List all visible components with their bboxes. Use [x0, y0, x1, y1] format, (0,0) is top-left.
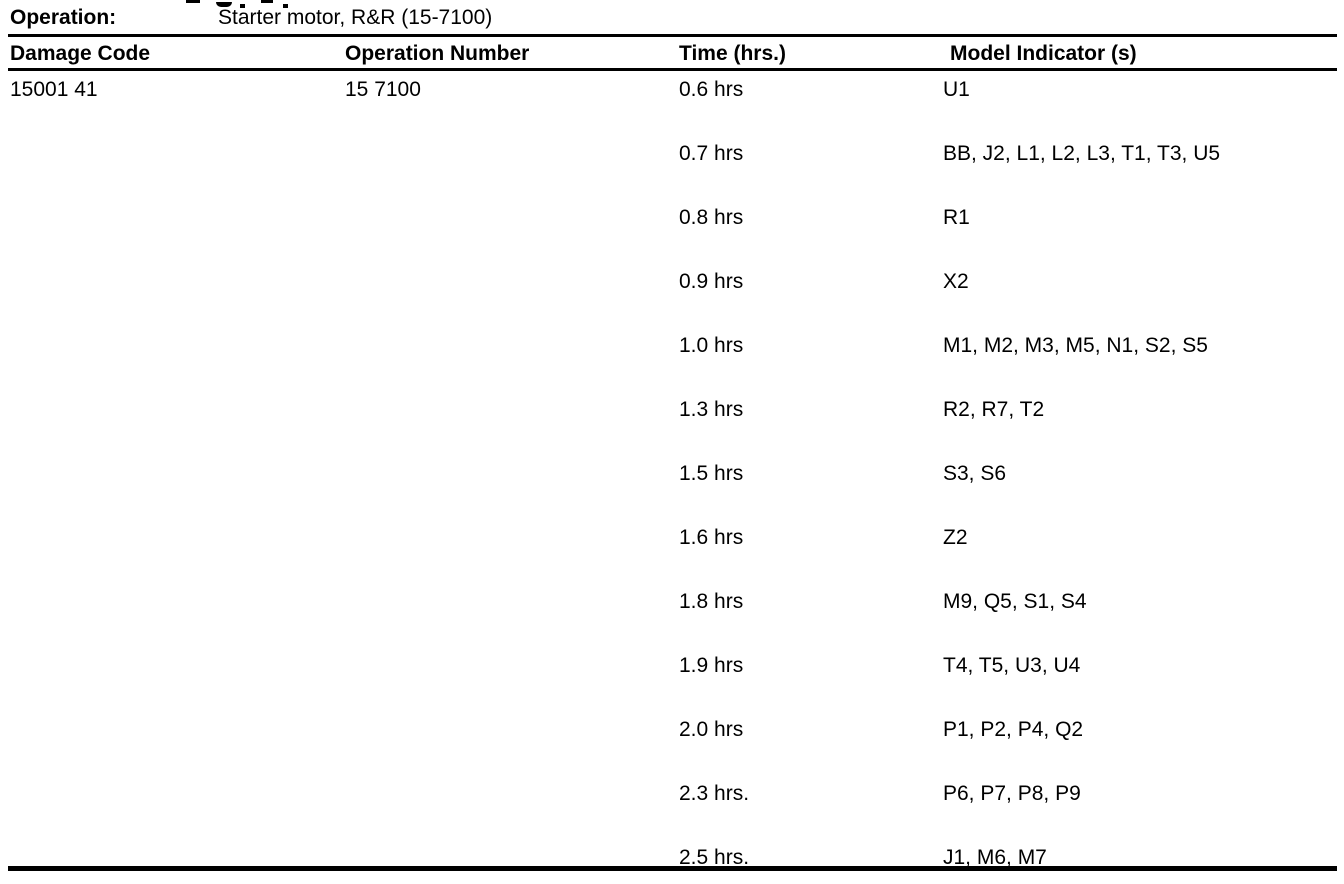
- time-cell: 2.5 hrs.: [679, 846, 750, 869]
- header-rule-bottom: [8, 68, 1337, 71]
- time-cell: 0.9 hrs: [679, 270, 744, 293]
- column-header-model-indicators: Model Indicator (s): [950, 42, 1137, 65]
- artifact-mark: [261, 0, 273, 3]
- time-cell: 1.6 hrs: [679, 526, 744, 549]
- models-cell: P1, P2, P4, Q2: [943, 718, 1084, 741]
- damage-code-cell: 15001 41: [10, 78, 98, 101]
- time-cell: 1.5 hrs: [679, 462, 744, 485]
- time-cell: 2.0 hrs: [679, 718, 744, 741]
- artifact-mark: [283, 4, 288, 8]
- operation-value: Starter motor, R&R (15-7100): [218, 6, 493, 29]
- models-cell: Z2: [943, 526, 968, 549]
- header-rule-top: [8, 34, 1337, 37]
- models-cell: M1, M2, M3, M5, N1, S2, S5: [943, 334, 1208, 357]
- models-cell: R1: [943, 206, 970, 229]
- time-cell: 1.0 hrs: [679, 334, 744, 357]
- time-cell: 1.3 hrs: [679, 398, 744, 421]
- artifact-mark: [186, 0, 200, 3]
- column-header-damage-code: Damage Code: [10, 42, 151, 65]
- artifact-mark: [240, 4, 245, 8]
- operation-number-cell: 15 7100: [345, 78, 421, 101]
- time-cell: 0.7 hrs: [679, 142, 744, 165]
- table-bottom-rule: [8, 866, 1337, 871]
- models-cell: P6, P7, P8, P9: [943, 782, 1081, 805]
- time-cell: 0.8 hrs: [679, 206, 744, 229]
- models-cell: M9, Q5, S1, S4: [943, 590, 1087, 613]
- models-cell: J1, M6, M7: [943, 846, 1047, 869]
- column-header-operation-number: Operation Number: [345, 42, 530, 65]
- artifact-mark: [216, 2, 232, 7]
- time-cell: 2.3 hrs.: [679, 782, 750, 805]
- models-cell: R2, R7, T2: [943, 398, 1045, 421]
- models-cell: X2: [943, 270, 969, 293]
- time-cell: 0.6 hrs: [679, 78, 744, 101]
- operation-label: Operation:: [10, 6, 117, 29]
- time-cell: 1.8 hrs: [679, 590, 744, 613]
- models-cell: U1: [943, 78, 970, 101]
- models-cell: T4, T5, U3, U4: [943, 654, 1081, 677]
- time-cell: 1.9 hrs: [679, 654, 744, 677]
- models-cell: S3, S6: [943, 462, 1007, 485]
- models-cell: BB, J2, L1, L2, L3, T1, T3, U5: [943, 142, 1221, 165]
- column-header-time: Time (hrs.): [679, 42, 786, 65]
